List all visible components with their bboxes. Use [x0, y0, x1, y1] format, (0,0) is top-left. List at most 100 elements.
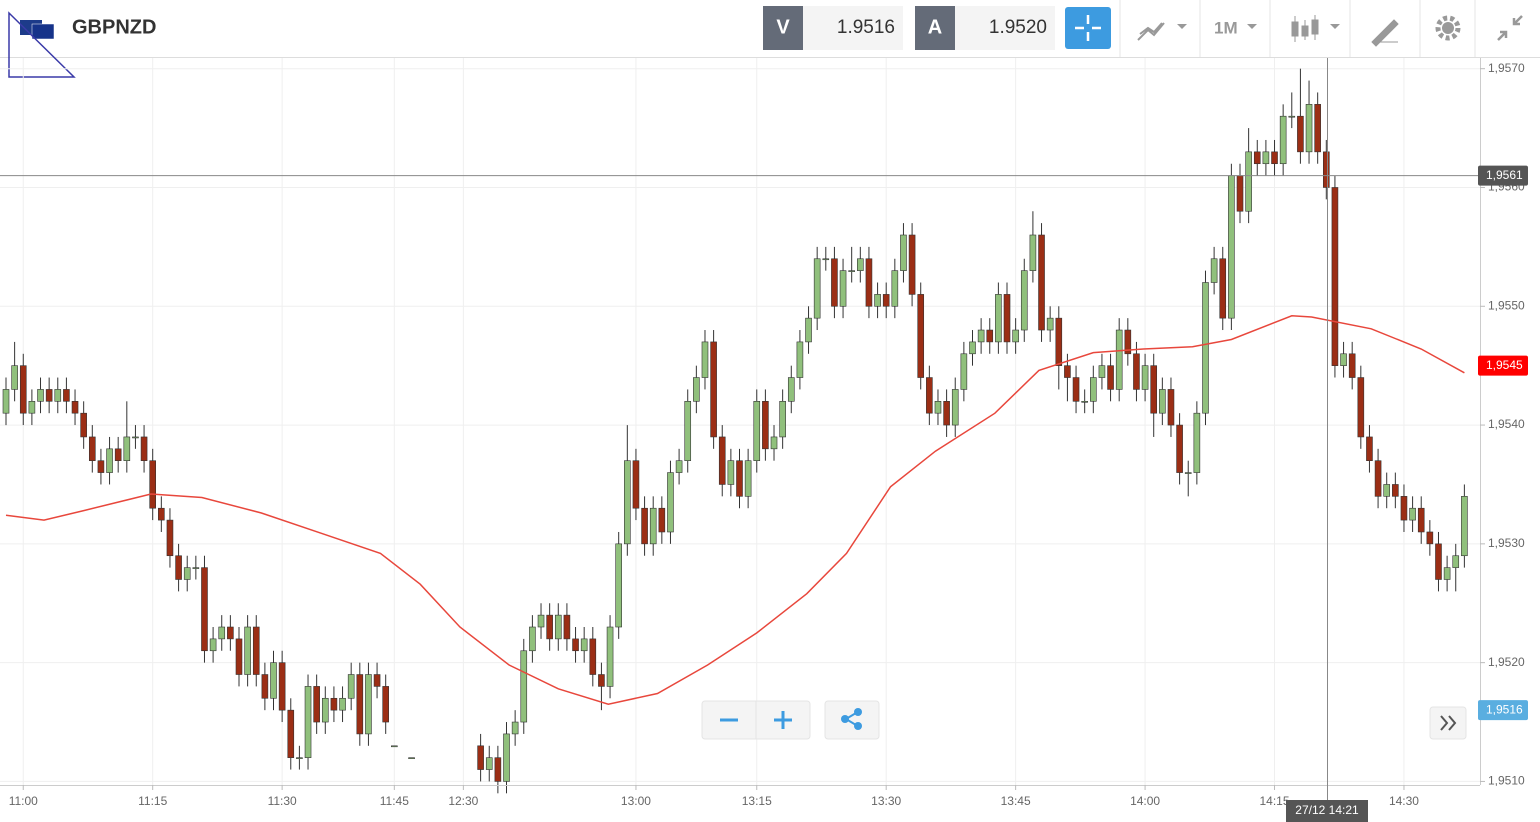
bid-price: 1.9516 — [837, 17, 895, 38]
candle-body — [1159, 389, 1166, 414]
price-tag — [1478, 700, 1528, 721]
ask-badge[interactable] — [915, 6, 955, 50]
candle-body — [1262, 151, 1270, 165]
candle-body — [977, 329, 985, 343]
candle-body — [1357, 377, 1365, 438]
candle-body — [1271, 151, 1278, 165]
candle-body — [270, 662, 277, 699]
share-dot — [841, 715, 849, 723]
candle-body — [494, 757, 502, 782]
candle-body — [1176, 424, 1183, 473]
candle-body — [848, 270, 855, 272]
candle-body — [192, 567, 200, 569]
candle-body — [572, 638, 579, 652]
candle-body — [1228, 175, 1235, 319]
candle-body — [537, 614, 545, 628]
candle-body — [701, 341, 709, 378]
candle-body — [649, 507, 657, 545]
candle-body — [580, 638, 588, 652]
candle-body — [900, 234, 907, 271]
candle-body — [529, 626, 536, 652]
candle-body — [874, 294, 881, 307]
corner-marker — [8, 11, 76, 78]
settings-icon[interactable] — [1435, 15, 1461, 41]
candle-body — [1020, 270, 1028, 331]
candle-body — [382, 686, 389, 723]
bid-box[interactable] — [803, 6, 903, 50]
candle-body — [1064, 365, 1071, 378]
candle-body — [1331, 187, 1339, 366]
candle-body — [770, 436, 778, 450]
candle-body — [1279, 115, 1287, 165]
candle-type-icon[interactable] — [1291, 15, 1319, 42]
share-button[interactable] — [824, 700, 880, 740]
candle-body — [19, 365, 27, 414]
candle-body — [1107, 365, 1114, 390]
candle-body — [356, 674, 364, 735]
dropdown — [1177, 24, 1187, 29]
dropdown — [1330, 24, 1340, 29]
draw-icon[interactable] — [1371, 19, 1399, 47]
candle-body — [45, 389, 53, 402]
candle-body — [63, 389, 70, 402]
candle-body — [520, 650, 528, 723]
candle-body — [1115, 329, 1123, 390]
candle-body — [1219, 258, 1227, 319]
timeframe[interactable]: 1M — [1214, 18, 1238, 37]
candle-body — [710, 341, 717, 438]
toolbar-dividers — [1119, 0, 1476, 57]
bid-badge[interactable] — [763, 6, 803, 50]
ask-box[interactable] — [955, 6, 1055, 50]
candle-body — [882, 294, 890, 307]
candle-body — [822, 258, 830, 261]
chart-type-icon[interactable] — [1137, 22, 1165, 41]
candle-body — [986, 329, 994, 343]
candle-body — [857, 258, 864, 271]
candle-body — [908, 234, 916, 295]
candle-body — [321, 697, 329, 723]
crosshair-icon — [1075, 15, 1101, 41]
candle-body — [296, 757, 303, 759]
candle-body — [675, 460, 683, 473]
candle-body — [1452, 555, 1460, 568]
candle-body — [589, 638, 597, 675]
y-tick-label: 1,9510 — [1488, 774, 1525, 788]
candle-body — [658, 507, 666, 533]
candle-body — [1417, 507, 1425, 533]
candle-body — [805, 317, 812, 343]
grid — [0, 58, 1480, 785]
candle-body — [201, 567, 208, 652]
candle-body — [1288, 115, 1296, 118]
toolbar: GBPNZD V 1.9516 A 1.9520 1M — [0, 0, 1540, 78]
settings-core — [1442, 22, 1454, 34]
candle-body — [1150, 365, 1158, 414]
candle-body — [97, 460, 105, 473]
flag-nz — [31, 23, 55, 40]
candle-body — [1348, 353, 1356, 378]
candle-body — [511, 721, 519, 735]
candle-body — [727, 460, 735, 485]
zoom-in[interactable] — [774, 711, 792, 729]
candle-body — [1392, 484, 1399, 497]
candle-body — [1461, 496, 1468, 557]
price-tag-label: 1,9561 — [1486, 168, 1523, 182]
crosshair-button[interactable] — [1065, 7, 1111, 49]
y-tick-label: 1,9520 — [1488, 655, 1525, 669]
y-tick-label: 1,9570 — [1488, 61, 1525, 75]
candle-body — [218, 626, 226, 640]
candle-body — [1245, 151, 1252, 212]
compress-icon[interactable] — [1497, 15, 1523, 41]
candle-body — [1297, 115, 1304, 153]
candle-body — [813, 258, 821, 319]
share-dot — [854, 708, 862, 716]
candle-body — [123, 436, 131, 462]
crosshair-time: 27/12 14:21 — [1295, 803, 1359, 817]
candle-body — [339, 697, 346, 711]
candle-body — [278, 662, 286, 711]
plot — [0, 68, 1480, 794]
x-tick-label: 13:00 — [621, 794, 651, 808]
candle-body — [718, 436, 726, 485]
candle-body — [1366, 436, 1373, 462]
x-tick-label: 12:30 — [448, 794, 478, 808]
candle-body — [304, 686, 312, 758]
